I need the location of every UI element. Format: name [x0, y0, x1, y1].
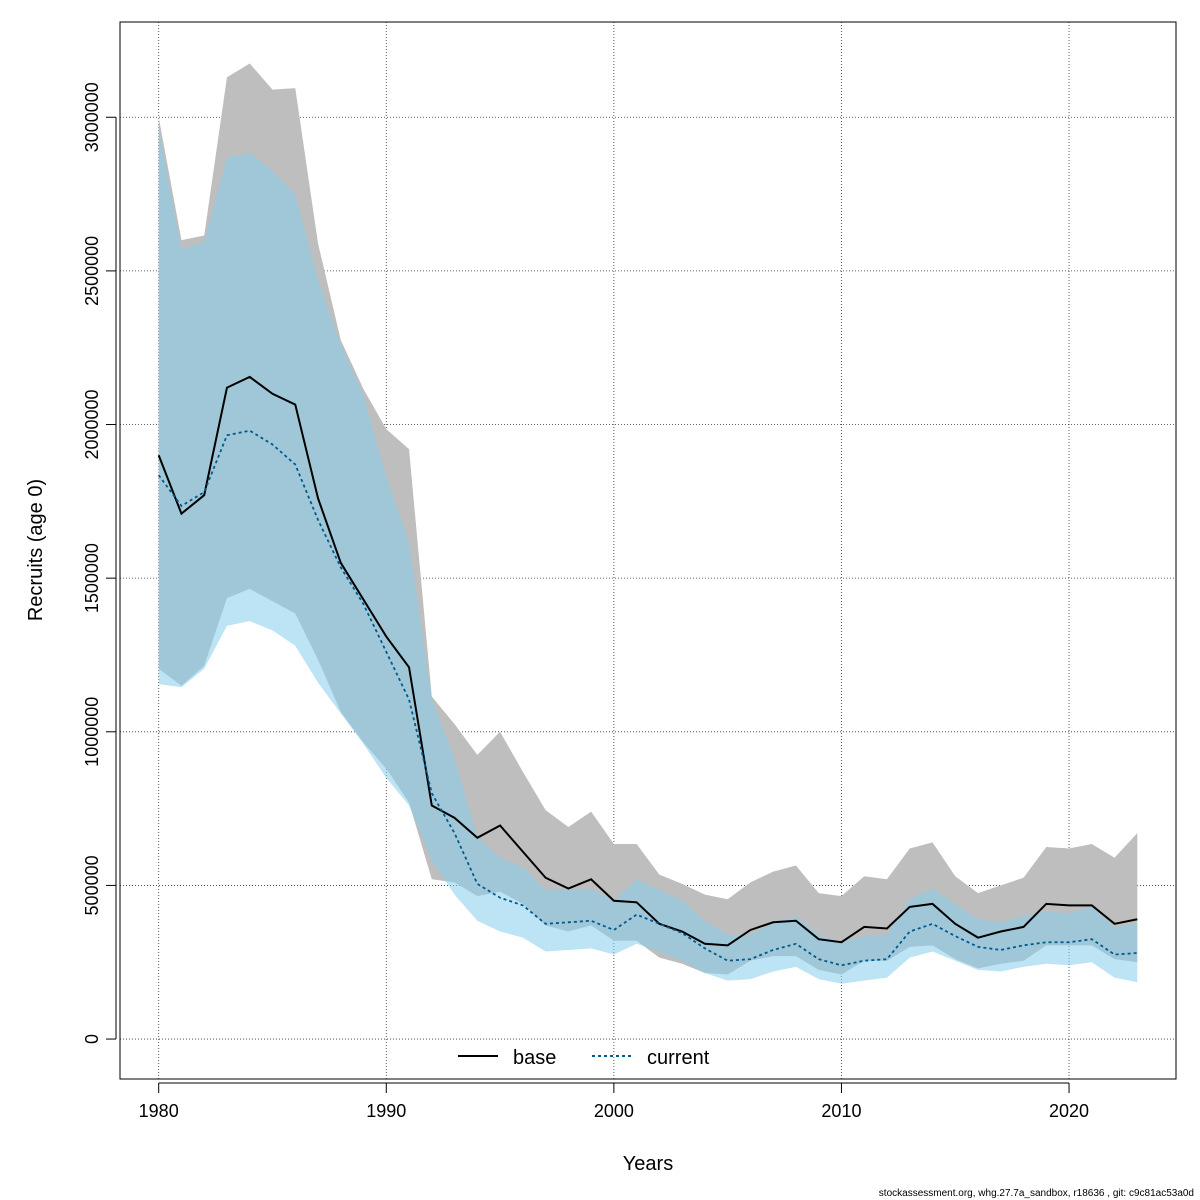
x-axis-title: Years	[623, 1153, 673, 1175]
line-base	[157, 375, 1138, 947]
plot-frame	[119, 21, 1177, 1080]
y-axis-title: Recruits (age 0)	[25, 479, 47, 621]
line-current	[157, 429, 1138, 967]
legend-label-base: base	[513, 1047, 556, 1069]
legend: base current	[458, 1047, 710, 1069]
x-tick-label-2010: 2010	[821, 1101, 861, 1121]
confidence-bands	[158, 63, 1138, 984]
x-tick-label-2020: 2020	[1049, 1101, 1089, 1121]
y-tick-label-1000000: 1000000	[82, 697, 102, 767]
y-tick-label-3000000: 3000000	[82, 82, 102, 152]
legend-label-current: current	[647, 1047, 710, 1069]
y-tick-label-1500000: 1500000	[82, 543, 102, 613]
y-tick-label-500000: 500000	[82, 855, 102, 915]
x-tick-label-2000: 2000	[594, 1101, 634, 1121]
y-tick-label-2000000: 2000000	[82, 389, 102, 459]
axes: 1980 1990 2000 2010 2020 0 500000 1000000 150000…	[82, 82, 1089, 1121]
series-lines	[157, 375, 1138, 967]
y-tick-label-0: 0	[82, 1034, 102, 1044]
x-tick-label-1990: 1990	[366, 1101, 406, 1121]
band-current	[158, 129, 1138, 984]
footer-credit: stockassessment.org, whg.27.7a_sandbox, …	[879, 1188, 1194, 1199]
y-tick-label-2500000: 2500000	[82, 236, 102, 306]
x-tick-label-1980: 1980	[139, 1101, 179, 1121]
